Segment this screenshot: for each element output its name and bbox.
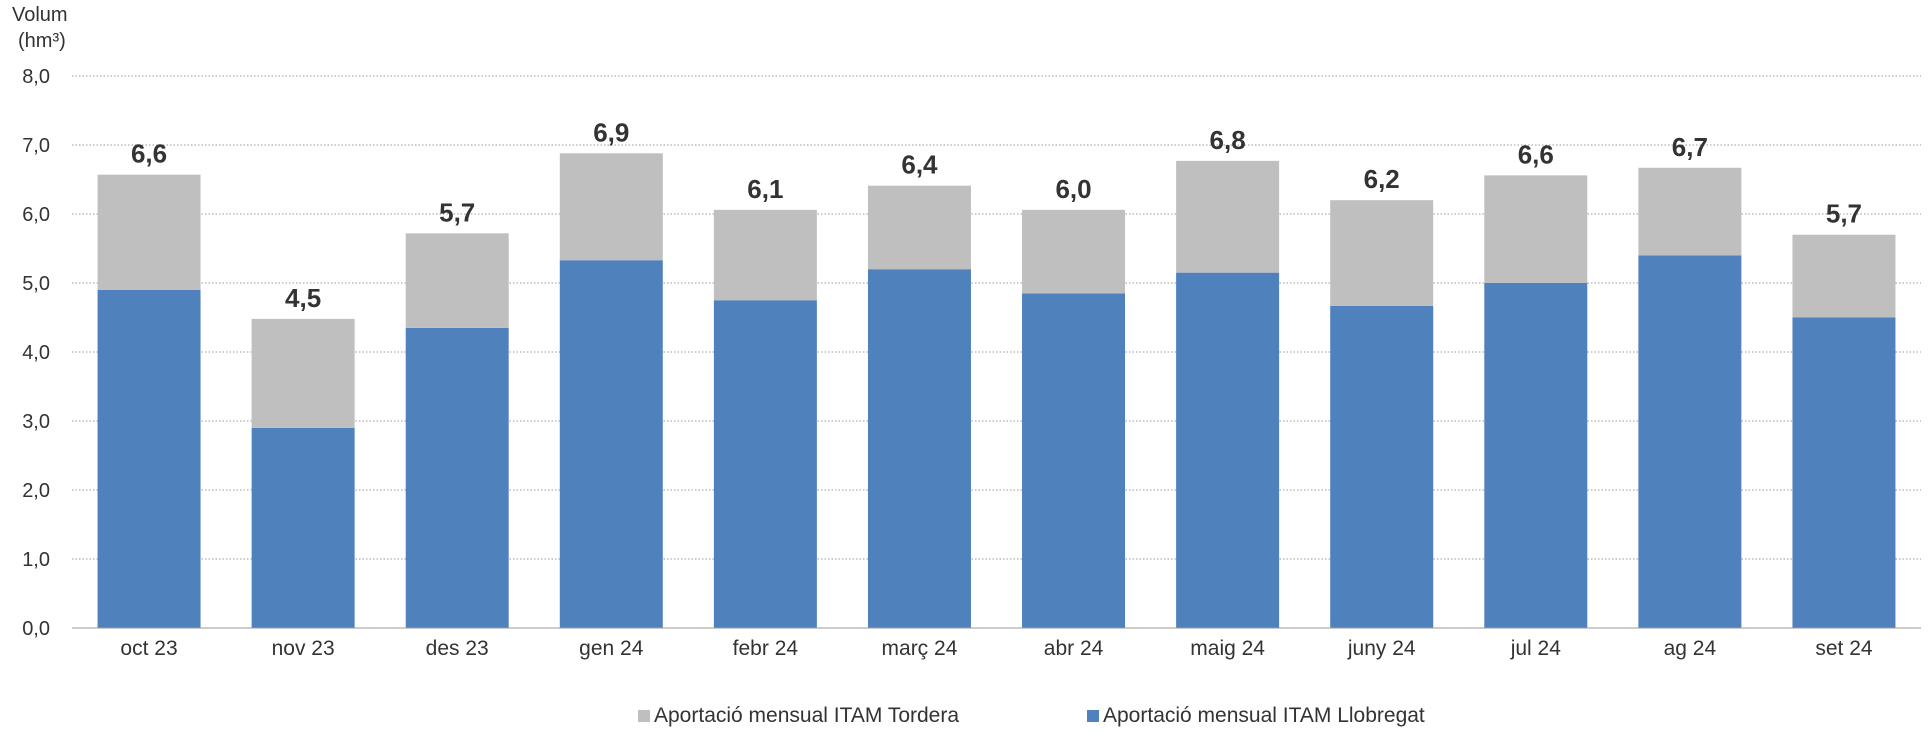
total-label: 4,5 (285, 283, 321, 313)
legend-item-tordera: Aportació mensual ITAM Tordera (638, 704, 959, 728)
y-tick-label: 6,0 (22, 204, 50, 226)
y-tick-label: 0,0 (22, 618, 50, 640)
bar-llobregat (405, 327, 509, 628)
y-tick-label: 5,0 (22, 273, 50, 295)
x-tick-label: oct 23 (120, 637, 177, 660)
x-tick-label: març 24 (882, 637, 958, 660)
bar-tordera (1484, 175, 1588, 283)
total-label: 6,0 (1055, 174, 1091, 204)
x-tick-label: gen 24 (579, 637, 644, 660)
bars (97, 153, 1896, 628)
x-tick-label: febr 24 (733, 637, 799, 660)
bar-llobregat (1484, 283, 1588, 628)
total-labels: 6,6 4,5 5,7 6,9 6,1 6,4 6,0 6,8 6,2 6,6 6,7 5,7 (131, 117, 1862, 313)
bar-llobregat (251, 427, 355, 628)
bar-tordera (405, 233, 509, 328)
bar-llobregat (559, 260, 663, 628)
legend-swatch-tordera (638, 710, 650, 722)
y-axis-ticks: 0,0 1,0 2,0 3,0 4,0 5,0 6,0 7,0 8,0 (22, 66, 50, 640)
y-tick-label: 2,0 (22, 480, 50, 502)
total-label: 6,1 (747, 174, 783, 204)
total-label: 6,6 (131, 139, 167, 169)
x-tick-label: juny 24 (1347, 637, 1416, 660)
bar-llobregat (1638, 255, 1742, 628)
total-label: 5,7 (1826, 199, 1862, 229)
x-tick-label: set 24 (1815, 637, 1873, 660)
bar-tordera (251, 318, 355, 428)
total-label: 6,9 (593, 117, 629, 147)
total-label: 6,2 (1364, 164, 1400, 194)
y-tick-label: 7,0 (22, 135, 50, 157)
bar-tordera (97, 174, 201, 290)
bar-tordera (1792, 234, 1896, 318)
bar-llobregat (1022, 293, 1126, 628)
total-label: 6,8 (1210, 125, 1246, 155)
bar-tordera (1330, 200, 1434, 306)
bar-llobregat (867, 269, 971, 628)
bar-tordera (713, 209, 817, 301)
bar-llobregat (97, 289, 201, 628)
bar-llobregat (1176, 272, 1280, 628)
total-label: 6,7 (1672, 132, 1708, 162)
bar-llobregat (1792, 317, 1896, 628)
x-tick-label: abr 24 (1044, 637, 1104, 660)
bar-tordera (1638, 167, 1742, 256)
y-axis-label-line-1: Volum (12, 4, 68, 26)
bar-tordera (867, 185, 971, 270)
total-label: 6,6 (1518, 139, 1554, 169)
legend-item-llobregat: Aportació mensual ITAM Llobregat (1087, 704, 1425, 728)
y-axis-label-line-2: (hm³) (18, 30, 66, 52)
bar-llobregat (1330, 305, 1434, 628)
x-tick-label: nov 23 (272, 637, 335, 660)
x-tick-label: ag 24 (1664, 637, 1717, 660)
bar-tordera (1176, 160, 1280, 273)
legend-label-tordera: Aportació mensual ITAM Tordera (654, 704, 960, 727)
x-tick-label: jul 24 (1510, 637, 1562, 660)
legend-label-llobregat: Aportació mensual ITAM Llobregat (1103, 704, 1425, 727)
y-tick-label: 4,0 (22, 342, 50, 364)
y-tick-label: 8,0 (22, 66, 50, 88)
total-label: 6,4 (901, 150, 938, 180)
y-tick-label: 1,0 (22, 549, 50, 571)
bar-tordera (1022, 209, 1126, 294)
legend-swatch-llobregat (1087, 710, 1099, 722)
bar-llobregat (713, 300, 817, 628)
x-axis-ticks: oct 23 nov 23 des 23 gen 24 febr 24 març 24 ab… (120, 637, 1872, 660)
bar-tordera (559, 153, 663, 261)
gridlines (72, 75, 1921, 560)
y-tick-label: 3,0 (22, 411, 50, 433)
x-tick-label: des 23 (426, 637, 489, 660)
x-tick-label: maig 24 (1190, 637, 1265, 660)
total-label: 5,7 (439, 197, 475, 227)
